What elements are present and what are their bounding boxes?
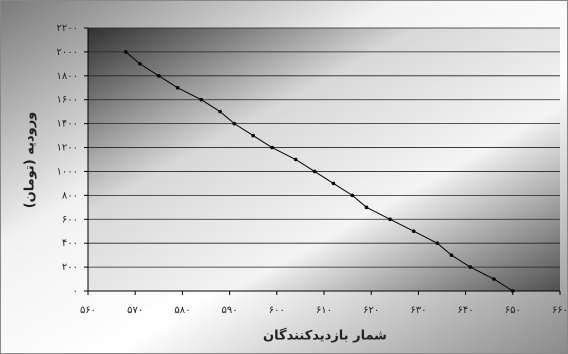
y-tick-label: ۲۲۰۰ (57, 23, 78, 34)
data-point (232, 121, 237, 126)
data-point (492, 277, 496, 281)
data-point (312, 169, 317, 174)
data-point (435, 241, 440, 245)
x-tick-label: ۶۲۰ (363, 305, 379, 316)
y-axis-title: ورودیه (تومان) (23, 112, 38, 209)
plot-area (88, 28, 560, 291)
x-tick-label: ۶۶۰ (552, 305, 568, 316)
y-tick-label: ۱۴۰۰ (57, 119, 78, 130)
data-point (449, 253, 454, 257)
y-tick-label: ۱۰۰۰ (57, 166, 78, 177)
data-point (350, 193, 355, 198)
x-tick-label: ۶۵۰ (505, 305, 521, 316)
data-point (511, 289, 515, 293)
x-axis-title: شمار بازدیدکنندگان (263, 328, 387, 344)
y-tick-label: ۶۰۰ (62, 214, 78, 225)
data-point (123, 50, 128, 54)
y-tick-label: ۱۶۰۰ (57, 95, 78, 106)
data-point (157, 74, 161, 78)
x-tick-label: ۶۰۰ (269, 305, 285, 316)
x-tick-label: ۵۷۰ (127, 305, 143, 316)
y-tick-label: ۸۰۰ (62, 190, 78, 201)
data-point (293, 157, 298, 162)
data-point (411, 229, 416, 234)
x-tick-label: ۶۳۰ (410, 305, 426, 316)
data-point (364, 205, 369, 210)
x-tick-label: ۵۶۰ (80, 305, 96, 316)
y-tick-label: ۲۰۰ (62, 262, 78, 273)
y-tick-label: ۱۲۰۰ (57, 143, 78, 154)
x-tick-label: ۶۱۰ (316, 305, 332, 316)
data-point (270, 145, 274, 150)
data-point (331, 181, 336, 186)
y-tick-label: ۴۰۰ (62, 238, 78, 249)
data-point (218, 109, 222, 114)
data-point (138, 62, 142, 66)
data-point (468, 265, 473, 269)
y-tick-label: ۱۸۰۰ (57, 71, 78, 82)
x-tick-label: ۵۸۰ (174, 305, 190, 316)
y-tick-label: ۰ (73, 286, 78, 297)
x-tick-label: ۶۴۰ (458, 305, 474, 316)
data-point (251, 133, 255, 138)
data-point (199, 97, 204, 102)
x-tick-label: ۵۹۰ (222, 305, 238, 316)
data-point (175, 85, 180, 90)
data-point (388, 217, 392, 222)
y-tick-label: ۲۰۰۰ (57, 47, 78, 58)
